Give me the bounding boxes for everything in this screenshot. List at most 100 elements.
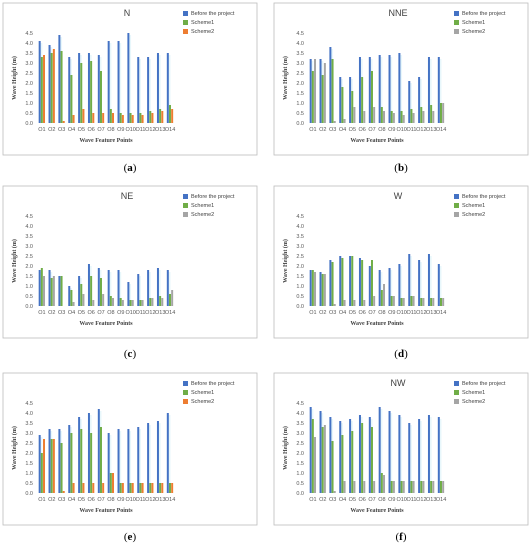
bar-O6-series-2	[363, 300, 366, 306]
x-tick-label: O9	[117, 127, 124, 133]
x-tick-label: O3	[329, 310, 336, 316]
x-tick-label: O11	[136, 127, 146, 133]
y-tick-label: 4.0	[296, 411, 304, 417]
bar-O4-series-0	[339, 256, 342, 306]
bar-O14-series-1	[439, 298, 442, 306]
x-tick-label: O7	[368, 497, 375, 503]
y-tick-label: 1.5	[296, 461, 304, 467]
y-tick-label: 3.5	[296, 421, 304, 427]
bar-O12-series-2	[422, 298, 425, 306]
x-tick-label: O2	[48, 310, 55, 316]
bar-shadow	[138, 429, 141, 493]
y-tick-label: 4.0	[25, 411, 33, 417]
x-tick-label: O14	[436, 497, 446, 503]
bar-O2-series-0	[319, 272, 322, 306]
bar-shadow	[419, 421, 422, 493]
x-tick-label: O11	[136, 310, 146, 316]
y-tick-label: 1.5	[25, 461, 33, 467]
y-tick-label: 1.0	[25, 101, 33, 107]
bar-O10-series-2	[131, 115, 134, 123]
bar-O1-series-2	[43, 55, 46, 123]
bar-O2-series-0	[48, 45, 51, 123]
bar-O10-series-0	[398, 53, 401, 123]
bar-O4-series-2	[343, 481, 346, 493]
bar-shadow	[399, 266, 403, 306]
y-tick-label: 1.0	[296, 471, 304, 477]
bar-O13-series-1	[430, 105, 433, 123]
bar-shadow	[158, 55, 161, 123]
y-tick-label: 0.0	[25, 304, 33, 310]
bar-O9-series-0	[388, 55, 391, 123]
chart-title: NNE	[388, 8, 407, 18]
legend-label: Scheme1	[191, 203, 214, 209]
bar-O2-series-1	[50, 278, 53, 306]
bar-shadow	[148, 272, 151, 306]
bar-O11-series-1	[139, 113, 142, 123]
bar-shadow	[439, 266, 442, 306]
bar-O6-series-0	[358, 415, 361, 493]
x-tick-label: O14	[165, 127, 175, 133]
bar-O10-series-0	[398, 264, 401, 306]
x-tick-label: O11	[407, 127, 417, 133]
bar-O8-series-2	[383, 111, 386, 123]
x-tick-label: O13	[155, 310, 165, 316]
legend-swatch	[454, 20, 459, 25]
y-tick-label: 2.0	[25, 81, 33, 87]
bar-O7-series-2	[373, 481, 376, 493]
bar-O9-series-1	[119, 483, 122, 493]
bar-O2-series-1	[321, 75, 324, 123]
bar-O3-series-2	[333, 491, 336, 493]
bar-shadow	[128, 431, 132, 493]
bar-O9-series-2	[121, 115, 124, 123]
legend-label: Before the project	[462, 194, 506, 200]
x-tick-label: O8	[107, 310, 114, 316]
x-tick-label: O2	[48, 497, 55, 503]
bar-O11-series-1	[410, 481, 413, 493]
x-tick-label: O4	[68, 310, 75, 316]
legend-label: Before the project	[462, 381, 506, 387]
bar-O4-series-1	[70, 290, 73, 306]
panel-caption: (f)	[395, 531, 406, 543]
bar-O9-series-1	[119, 113, 122, 123]
y-tick-label: 2.5	[25, 441, 33, 447]
x-tick-label: O10	[396, 497, 406, 503]
legend-swatch	[454, 29, 459, 34]
x-tick-label: O11	[136, 497, 146, 503]
bar-O9-series-2	[392, 481, 395, 493]
x-tick-label: O8	[378, 127, 385, 133]
bar-O11-series-2	[412, 481, 415, 493]
x-tick-label: O1	[38, 310, 45, 316]
bar-shadow	[379, 272, 383, 306]
y-tick-label: 4.5	[25, 31, 33, 37]
bar-O8-series-0	[378, 55, 381, 123]
y-tick-label: 2.5	[25, 71, 33, 77]
bar-O7-series-0	[368, 266, 371, 306]
bar-O13-series-0	[156, 268, 159, 306]
x-tick-label: O10	[396, 127, 406, 133]
y-tick-label: 3.5	[25, 421, 33, 427]
y-tick-label: 0.5	[25, 481, 33, 487]
bar-O8-series-0	[107, 270, 110, 306]
panel-caption: (c)	[124, 348, 137, 360]
chart-title: N	[124, 8, 131, 18]
legend-label: Scheme2	[191, 399, 214, 405]
bar-O12-series-0	[147, 57, 150, 123]
bar-shadow	[108, 272, 112, 306]
y-tick-label: 3.5	[25, 51, 33, 57]
bar-shadow	[419, 79, 422, 123]
bar-O12-series-0	[147, 423, 150, 493]
bar-O1-series-0	[38, 270, 41, 306]
legend-label: Scheme1	[462, 20, 485, 26]
bar-shadow	[118, 431, 122, 493]
y-tick-label: 0.5	[296, 294, 304, 300]
bar-O14-series-0	[166, 270, 169, 306]
x-tick-label: O6	[88, 127, 95, 133]
legend-swatch	[183, 20, 188, 25]
y-tick-label: 0.5	[25, 111, 33, 117]
y-tick-label: 1.5	[296, 91, 304, 97]
x-axis-label: Wave Feature Points	[79, 321, 133, 327]
bar-O1-series-2	[43, 439, 46, 493]
bar-O1-series-0	[38, 435, 41, 493]
x-axis-label: Wave Feature Points	[350, 321, 404, 327]
bar-O11-series-2	[412, 113, 415, 123]
